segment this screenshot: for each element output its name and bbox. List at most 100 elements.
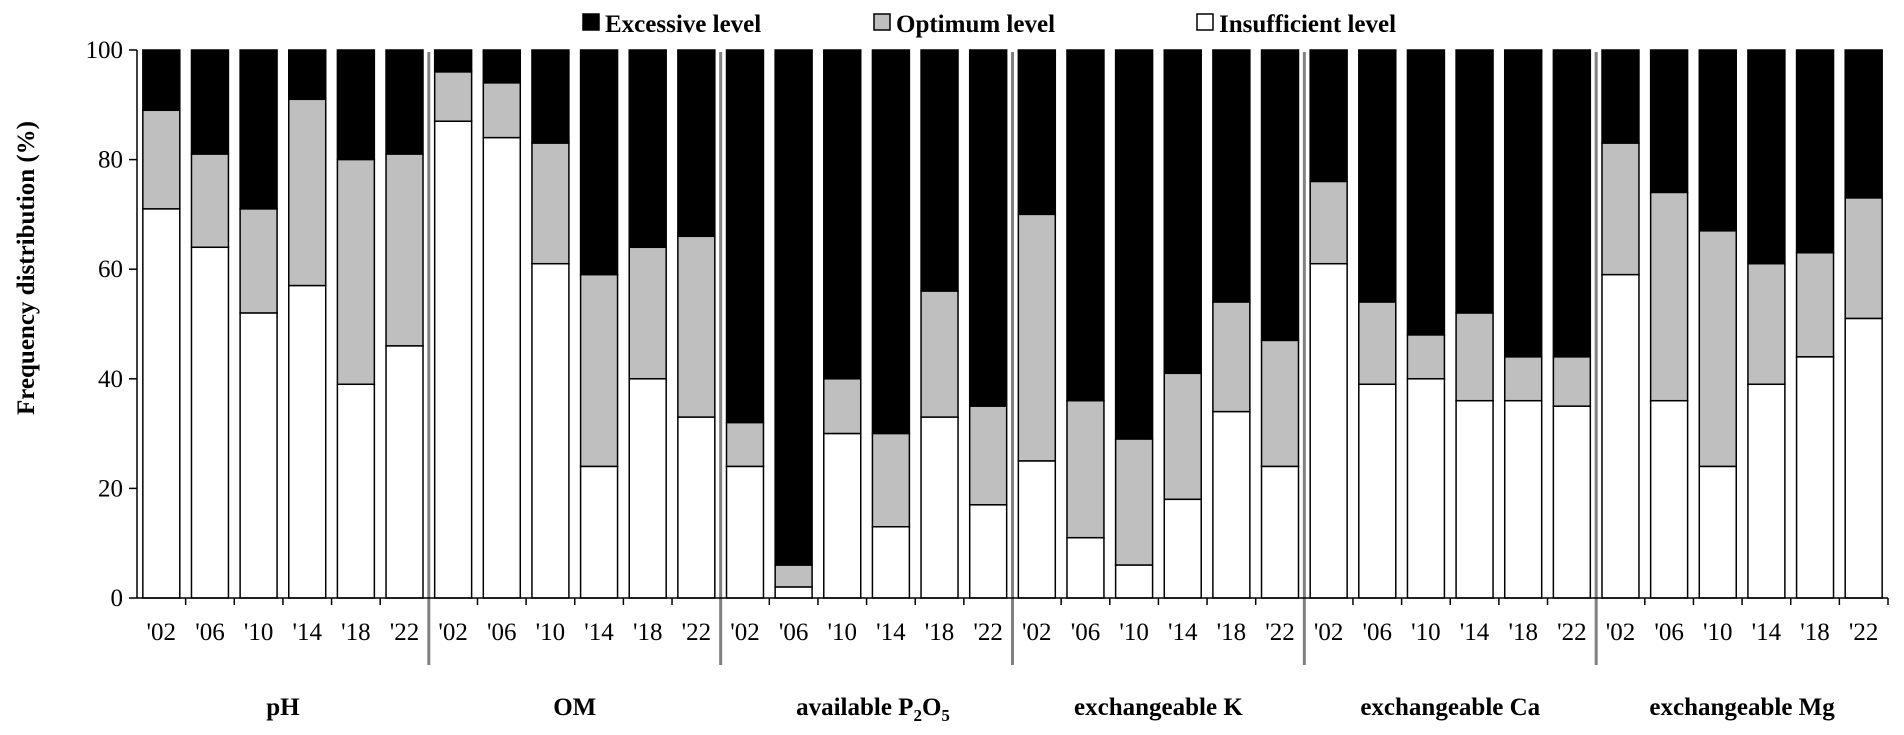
- bar-optimum: [871, 432, 911, 528]
- bar-insufficient: [968, 504, 1008, 599]
- x-tick-label: '02: [438, 619, 468, 646]
- bar-excessive: [968, 49, 1008, 407]
- bar-optimum: [190, 153, 230, 249]
- bar-optimum: [433, 71, 473, 122]
- bar-insufficient: [1503, 399, 1543, 599]
- bar-optimum: [725, 421, 765, 468]
- x-tick-label: '14: [292, 619, 322, 646]
- x-tick-label: '22: [682, 619, 712, 646]
- bar-insufficient: [1066, 536, 1105, 599]
- bar-excessive: [579, 49, 619, 276]
- x-tick-label: '14: [876, 619, 906, 646]
- bar-optimum: [677, 235, 716, 418]
- bar-optimum: [1066, 399, 1105, 539]
- bar-optimum: [920, 290, 959, 418]
- bar-optimum: [1601, 142, 1640, 276]
- bar-optimum: [628, 246, 667, 380]
- bar-optimum: [579, 273, 619, 468]
- bar-insufficient: [1358, 383, 1397, 599]
- bar-excessive: [1503, 49, 1543, 358]
- bar-optimum: [1649, 191, 1689, 402]
- bar-excessive: [628, 49, 667, 249]
- x-tick-label: '14: [1752, 619, 1782, 646]
- bar-excessive: [433, 49, 473, 73]
- y-tick-label: 100: [86, 37, 124, 64]
- bar-optimum: [1795, 252, 1835, 358]
- x-tick-label: '18: [1217, 619, 1247, 646]
- plot-area: 0 20 40 60 80 100 '02 '06 '10 '14 '18 '22 pH '02 '06 '1…: [86, 37, 1889, 721]
- y-tick-label: 60: [98, 256, 123, 283]
- group-label: pH: [266, 694, 300, 721]
- legend-label-optimum: Optimum level: [896, 11, 1055, 38]
- bar-insufficient: [1163, 498, 1202, 599]
- x-tick-label: '14: [1168, 619, 1198, 646]
- bar-excessive: [1163, 49, 1202, 375]
- bar-insufficient: [920, 416, 959, 599]
- x-tick-label: '18: [633, 619, 663, 646]
- bar-optimum: [823, 378, 862, 435]
- bar-optimum: [482, 82, 522, 139]
- bar-insufficient: [1017, 460, 1057, 599]
- y-tick-label: 20: [98, 475, 123, 502]
- bar-optimum: [1503, 356, 1543, 402]
- bar-optimum: [1552, 356, 1592, 407]
- bar-excessive: [1552, 49, 1592, 358]
- bar-excessive: [1698, 49, 1737, 232]
- bar-insufficient: [190, 246, 230, 599]
- bar-insufficient: [385, 345, 424, 599]
- x-tick-label: '10: [1411, 619, 1441, 646]
- bar-optimum: [968, 405, 1008, 506]
- x-tick-label: '22: [973, 619, 1003, 646]
- bar-insufficient: [677, 416, 716, 599]
- bar-insufficient: [1601, 273, 1640, 599]
- bar-excessive: [239, 49, 278, 210]
- x-tick-label: '02: [1314, 619, 1344, 646]
- bar-optimum: [1844, 197, 1883, 320]
- bar-excessive: [1844, 49, 1883, 199]
- x-tick-label: '06: [1071, 619, 1101, 646]
- x-tick-label: '14: [584, 619, 614, 646]
- bar-insufficient: [1212, 410, 1251, 599]
- y-tick-label: 40: [98, 366, 123, 393]
- bar-excessive: [677, 49, 716, 238]
- y-axis-title: Frequency distribution (%): [13, 121, 40, 415]
- bar-optimum: [1455, 312, 1494, 402]
- group-label: OM: [553, 694, 596, 721]
- group-label-available-p2o5-sub1: 2: [913, 706, 922, 725]
- bar-excessive: [1358, 49, 1397, 303]
- bar-optimum: [1260, 339, 1300, 468]
- group-label: exchangeable Ca: [1360, 694, 1540, 721]
- bar-optimum: [1698, 230, 1737, 468]
- x-tick-label: '02: [147, 619, 177, 646]
- bar-optimum: [385, 153, 424, 347]
- bar-optimum: [142, 109, 181, 210]
- bar-insufficient: [336, 383, 376, 599]
- legend-label-excessive: Excessive level: [605, 11, 761, 38]
- bar-insufficient: [823, 432, 862, 599]
- bar-excessive: [1017, 49, 1057, 216]
- bar-optimum: [531, 142, 570, 265]
- bar-insufficient: [1795, 356, 1835, 599]
- x-tick-label: '18: [925, 619, 955, 646]
- bar-optimum: [1017, 213, 1057, 462]
- bar-excessive: [1260, 49, 1300, 342]
- x-tick-label: '10: [244, 619, 274, 646]
- bar-excessive: [1795, 49, 1835, 254]
- bar-excessive: [288, 49, 327, 101]
- bar-optimum: [1309, 180, 1348, 265]
- group-label: exchangeable K: [1074, 694, 1243, 721]
- bar-excessive: [774, 49, 813, 566]
- bar-excessive: [1212, 49, 1251, 303]
- bar-insufficient: [1698, 465, 1737, 599]
- bar-insufficient: [628, 378, 667, 599]
- bar-excessive: [482, 49, 522, 84]
- bar-excessive: [531, 49, 570, 144]
- bar-excessive: [1309, 49, 1348, 183]
- bar-insufficient: [774, 586, 813, 599]
- x-tick-label: '14: [1460, 619, 1490, 646]
- bar-excessive: [725, 49, 765, 424]
- bar-excessive: [823, 49, 862, 380]
- x-tick-label: '06: [779, 619, 809, 646]
- bar-optimum: [1114, 438, 1154, 566]
- bar-optimum: [239, 208, 278, 314]
